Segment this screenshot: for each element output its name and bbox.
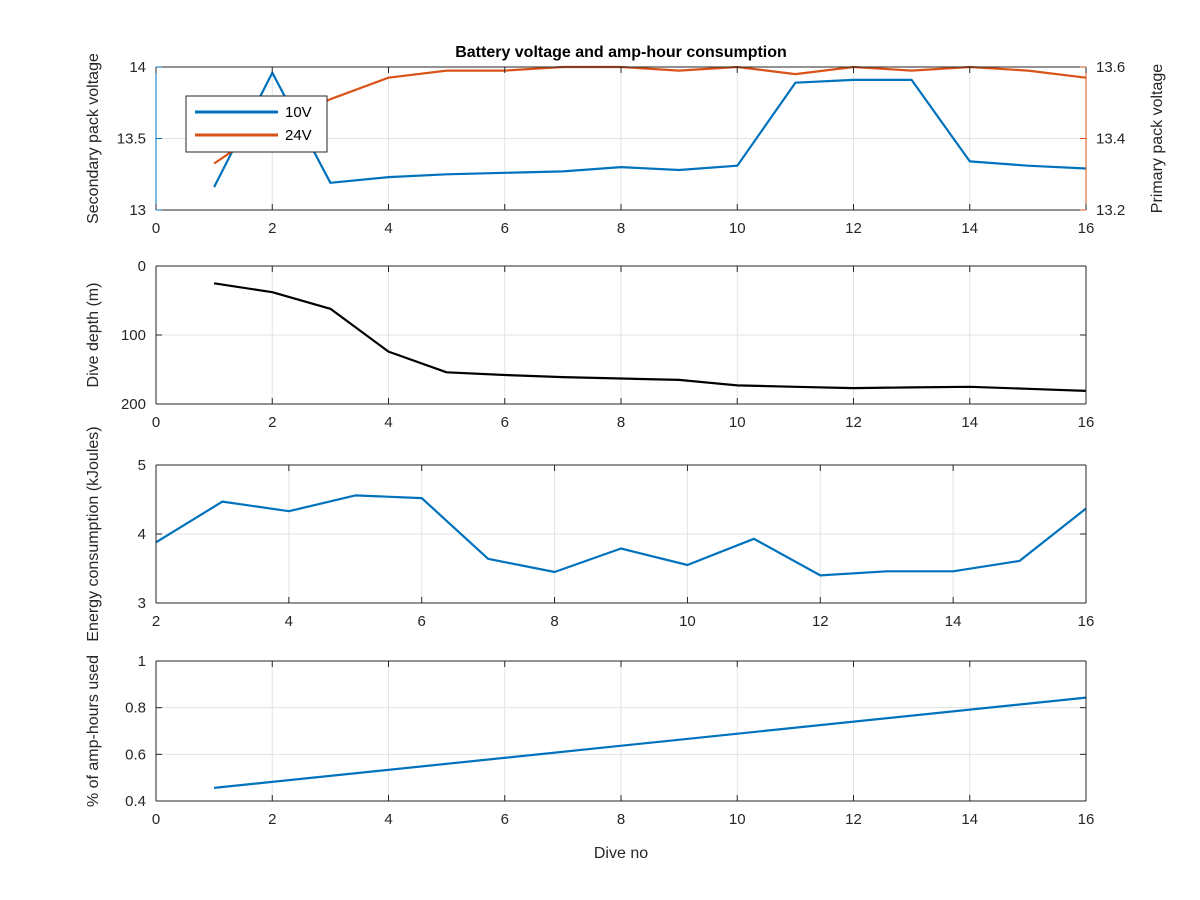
legend-label-24V: 24V <box>285 127 312 144</box>
x-tick-label: 14 <box>961 414 978 431</box>
y-tick-label: 1 <box>138 653 146 670</box>
y-tick-label: 4 <box>138 526 146 543</box>
x-tick-label: 8 <box>617 811 625 828</box>
x-tick-label: 16 <box>1078 811 1095 828</box>
y-tick-label: 3 <box>138 595 146 612</box>
x-tick-label: 2 <box>152 613 160 630</box>
x-tick-label: 2 <box>268 811 276 828</box>
y-tick-label-right: 13.6 <box>1096 59 1125 76</box>
subplot-1: 0 2 4 6 8 10 12 14 16 13 13.5 14 13.2 13.4 13.6 Seconda… <box>85 53 1166 237</box>
x-tick-label: 6 <box>501 414 509 431</box>
x-tick-label: 16 <box>1078 613 1095 630</box>
x-tick-label: 0 <box>152 220 160 237</box>
y-tick-label: 200 <box>121 396 146 413</box>
y-axis-label: Dive depth (m) <box>85 283 102 388</box>
y-axis-label: Secondary pack voltage <box>85 53 102 224</box>
x-tick-label: 6 <box>501 811 509 828</box>
x-tick-label: 4 <box>384 414 392 431</box>
x-tick-label: 16 <box>1078 414 1095 431</box>
y-tick-label: 0.6 <box>125 746 146 763</box>
y-tick-label: 5 <box>138 457 146 474</box>
series-line <box>213 696 1087 789</box>
subplot-3: 2 4 6 8 10 12 14 16 3 4 5 Energy consumption (kJoul… <box>85 426 1094 641</box>
y-tick-label: 0 <box>138 258 146 275</box>
x-tick-label: 10 <box>729 811 746 828</box>
series-line <box>213 282 1087 392</box>
y-tick-label: 100 <box>121 327 146 344</box>
x-axis-label: Dive no <box>594 845 648 862</box>
y-tick-label: 13 <box>129 202 146 219</box>
legend-label-10V: 10V <box>285 104 312 121</box>
y-axis-label: % of amp-hours used <box>85 655 102 807</box>
x-tick-label: 4 <box>285 613 293 630</box>
y-axis-label-right: Primary pack voltage <box>1149 64 1166 213</box>
y-tick-label: 13.5 <box>117 131 146 148</box>
x-tick-label: 8 <box>617 220 625 237</box>
y-tick-label-right: 13.4 <box>1096 131 1125 148</box>
x-tick-label: 12 <box>845 811 862 828</box>
y-tick-label: 0.4 <box>125 793 146 810</box>
y-axis-label: Energy consumption (kJoules) <box>85 426 102 641</box>
x-tick-label: 10 <box>729 414 746 431</box>
subplot-4: 0 2 4 6 8 10 12 14 16 0.4 0.6 0.8 1 % of amp-hours us… <box>85 653 1094 862</box>
x-tick-label: 14 <box>945 613 962 630</box>
x-tick-label: 14 <box>961 220 978 237</box>
x-tick-label: 8 <box>550 613 558 630</box>
x-tick-label: 8 <box>617 414 625 431</box>
legend-box <box>185 95 328 153</box>
y-tick-label: 14 <box>129 59 146 76</box>
x-tick-label: 4 <box>384 220 392 237</box>
subplot-2: 0 2 4 6 8 10 12 14 16 0 100 200 Dive depth (m) <box>85 258 1094 431</box>
y-tick-label-right: 13.2 <box>1096 202 1125 219</box>
series-line-10V <box>213 71 1087 188</box>
x-tick-label: 2 <box>268 414 276 431</box>
x-tick-label: 6 <box>501 220 509 237</box>
series-line <box>155 494 1087 577</box>
series-line-24V <box>213 65 1087 165</box>
subplot-panels: 0 2 4 6 8 10 12 14 161313.51413.213.413.6Seconda… <box>85 53 1166 862</box>
x-tick-label: 16 <box>1078 220 1095 237</box>
x-tick-label: 6 <box>418 613 426 630</box>
y-tick-label: 0.8 <box>125 700 146 717</box>
x-tick-label: 4 <box>384 811 392 828</box>
x-tick-label: 10 <box>729 220 746 237</box>
x-tick-label: 12 <box>812 613 829 630</box>
figure-title: Battery voltage and amp-hour consumption <box>455 44 787 61</box>
x-tick-label: 2 <box>268 220 276 237</box>
x-tick-label: 12 <box>845 414 862 431</box>
x-tick-label: 14 <box>961 811 978 828</box>
x-tick-label: 10 <box>679 613 696 630</box>
x-tick-label: 0 <box>152 414 160 431</box>
x-tick-label: 12 <box>845 220 862 237</box>
x-tick-label: 0 <box>152 811 160 828</box>
